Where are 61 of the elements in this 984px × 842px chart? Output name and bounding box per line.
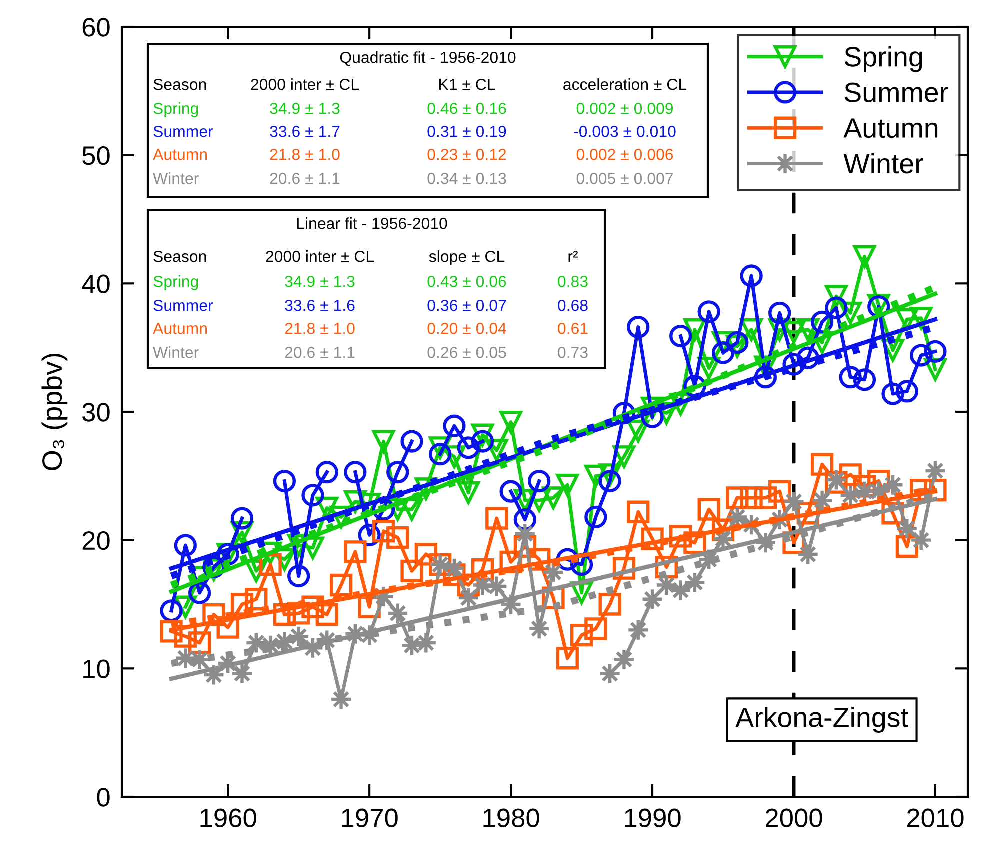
annotation: 0.83 [558, 276, 588, 288]
annotation: r² [568, 251, 578, 262]
annotation: 34.9 ± 1.3 [270, 102, 340, 114]
x-tick-label: 1970 [342, 808, 398, 828]
legend-label: Spring [844, 46, 922, 72]
annotation: 0.34 ± 0.13 [428, 172, 506, 184]
y-axis-title: O₃ (ppbv) [42, 354, 68, 470]
annotation: 0.23 ± 0.12 [428, 148, 506, 160]
annotation: 33.6 ± 1.6 [285, 300, 355, 312]
y-tick-label: 50 [82, 146, 110, 166]
legend-label: Winter [844, 153, 924, 174]
annotation: 2000 inter ± CL [251, 78, 360, 90]
annotation: Spring [154, 276, 198, 290]
annotation: 33.6 ± 1.7 [270, 126, 340, 138]
x-tick-label: 1960 [200, 808, 256, 828]
x-tick-label: 1980 [484, 808, 540, 828]
y-tick-label: 30 [82, 403, 110, 422]
annotation: 0.20 ± 0.04 [428, 322, 506, 334]
annotation: 0.68 [558, 300, 588, 312]
annotation: 0.46 ± 0.16 [428, 102, 506, 114]
annotation: 20.6 ± 1.1 [285, 346, 355, 358]
annotation: Quadratic fit - 1956-2010 [340, 52, 516, 66]
annotation: 0.43 ± 0.06 [428, 276, 506, 288]
annotation: -0.003 ± 0.010 [574, 126, 676, 138]
annotation: 20.6 ± 1.1 [270, 172, 340, 184]
annotation: 21.8 ± 1.0 [270, 148, 340, 160]
legend-label: Autumn [844, 118, 938, 138]
annotation: 0.36 ± 0.07 [428, 300, 506, 312]
annotation: 34.9 ± 1.3 [285, 276, 355, 288]
annotation: Summer [154, 300, 214, 312]
annotation: Winter [153, 172, 199, 184]
annotation: 0.005 ± 0.007 [576, 172, 673, 184]
annotation: K1 ± CL [440, 78, 496, 90]
x-tick-label: 1990 [625, 808, 681, 828]
annotation: Winter [153, 346, 199, 358]
y-tick-label: 10 [84, 660, 110, 678]
annotation: Season [154, 250, 206, 262]
annotation: 21.8 ± 1.0 [285, 322, 355, 334]
annotation: 0.31 ± 0.19 [428, 126, 506, 138]
annotation: 0.26 ± 0.05 [428, 346, 506, 358]
y-tick-label: 40 [82, 274, 110, 294]
annotation: Summer [154, 126, 214, 138]
x-tick-label: 2000 [766, 808, 822, 828]
annotation: 0.002 ± 0.006 [576, 148, 674, 160]
annotation: Spring [154, 102, 198, 118]
annotation: slope ± CL [429, 250, 505, 266]
annotation: 0.73 [558, 346, 588, 358]
annotation: 0.002 ± 0.009 [576, 102, 674, 114]
annotation: Linear fit - 1956-2010 [297, 218, 448, 230]
annotation: Arkona-Zingst [736, 707, 908, 733]
y-tick-label: 20 [82, 531, 110, 550]
annotation: acceleration ± CL [564, 78, 687, 90]
annotation: Autumn [153, 323, 208, 334]
legend-label: Summer [844, 82, 948, 102]
y-tick-label: 60 [82, 18, 110, 37]
annotation: 0.61 [558, 322, 588, 334]
annotation: 2000 inter ± CL [266, 250, 374, 262]
annotation: Autumn [153, 149, 208, 160]
x-tick-label: 2010 [907, 808, 964, 828]
annotation: Season [154, 78, 206, 90]
y-tick-label: 0 [97, 788, 110, 807]
